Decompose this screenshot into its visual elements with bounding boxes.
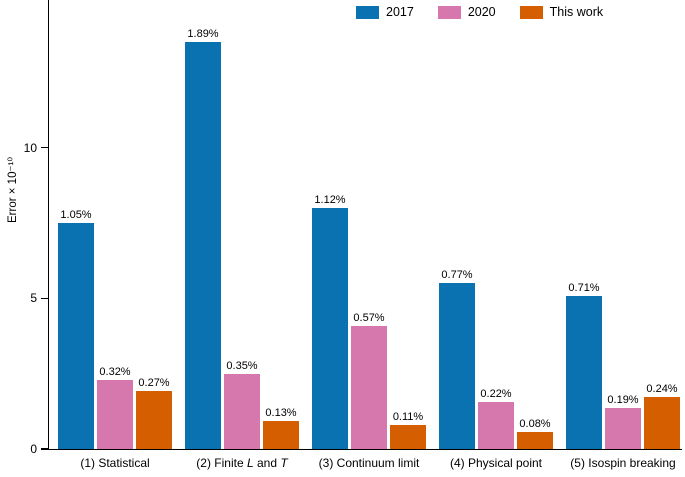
bar-value-label: 1.12%	[314, 193, 346, 206]
legend-swatch-this-work	[519, 5, 543, 19]
bar-2020: 0.35%	[224, 360, 260, 449]
bar-this-work: 0.13%	[263, 407, 299, 449]
legend-swatch-2020	[437, 5, 461, 19]
bar-2020: 0.57%	[351, 312, 387, 449]
bar-group: 1.12% 0.57% 0.11% (3) Continuum limit	[312, 0, 426, 470]
bar-2017: 1.05%	[58, 209, 94, 449]
y-tick-label: 5	[30, 291, 37, 306]
y-tick-mark	[41, 448, 48, 450]
bar-value-label: 0.27%	[138, 376, 170, 389]
bar-this-work: 0.08%	[517, 418, 553, 449]
bar-value-label: 0.13%	[265, 406, 297, 419]
plot-area: 0 5 10 1.05% 0.32% 0.27% (1) Statistical 1.89% 0…	[24, 0, 682, 470]
legend-swatch-2017	[356, 5, 379, 19]
category-label: (4) Physical point	[449, 456, 543, 470]
y-axis-label: Error × 10⁻¹⁰	[7, 157, 19, 223]
legend-item-this-work: This work	[519, 5, 604, 19]
bar-value-label: 0.24%	[646, 383, 678, 396]
legend-item-2020: 2020	[437, 5, 496, 19]
bar-value-label: 0.11%	[392, 411, 424, 424]
y-tick-mark	[41, 297, 48, 300]
category-label: (2) Finite L and T	[196, 456, 288, 470]
bar-2017: 0.77%	[439, 269, 475, 449]
bar-group: 0.71% 0.19% 0.24% (5) Isospin breaking	[566, 0, 680, 470]
bar-2017: 1.12%	[312, 194, 348, 449]
legend-label-2017: 2017	[386, 5, 414, 19]
bar-group: 1.05% 0.32% 0.27% (1) Statistical	[58, 0, 172, 470]
legend-item-2017: 2017	[356, 5, 414, 19]
bar-2020: 0.22%	[478, 388, 514, 449]
y-tick-mark	[41, 146, 48, 149]
bar-value-label: 0.19%	[607, 394, 639, 407]
legend: 2017 2020 This work	[356, 5, 603, 19]
bar-value-label: 0.22%	[480, 387, 512, 400]
bar-group: 1.89% 0.35% 0.13% (2) Finite L and T	[185, 0, 299, 470]
bar-2020: 0.32%	[97, 366, 133, 449]
bar-2020: 0.19%	[605, 394, 641, 449]
y-tick-label: 10	[23, 140, 37, 155]
bar-value-label: 0.08%	[519, 417, 551, 430]
category-label: (3) Continuum limit	[318, 456, 420, 470]
bar-value-label: 0.35%	[226, 359, 258, 372]
bar-value-label: 1.89%	[187, 28, 219, 41]
bar-value-label: 1.05%	[60, 209, 92, 221]
bar-value-label: 0.57%	[353, 312, 385, 325]
category-label: (5) Isospin breaking	[570, 456, 676, 470]
bar-value-label: 0.77%	[441, 269, 473, 282]
bar-this-work: 0.11%	[390, 411, 426, 449]
y-tick-label: 0	[30, 442, 37, 456]
category-label: (1) Statistical	[80, 456, 150, 470]
bar-value-label: 0.32%	[99, 366, 131, 378]
bar-this-work: 0.24%	[644, 383, 680, 449]
bar-2017: 1.89%	[185, 28, 221, 449]
bar-2017: 0.71%	[566, 282, 602, 449]
legend-label-2020: 2020	[467, 5, 496, 19]
bar-this-work: 0.27%	[136, 377, 172, 449]
bar-group: 0.77% 0.22% 0.08% (4) Physical point	[439, 0, 553, 470]
legend-label-this-work: This work	[549, 5, 604, 19]
bar-value-label: 0.71%	[568, 282, 600, 295]
